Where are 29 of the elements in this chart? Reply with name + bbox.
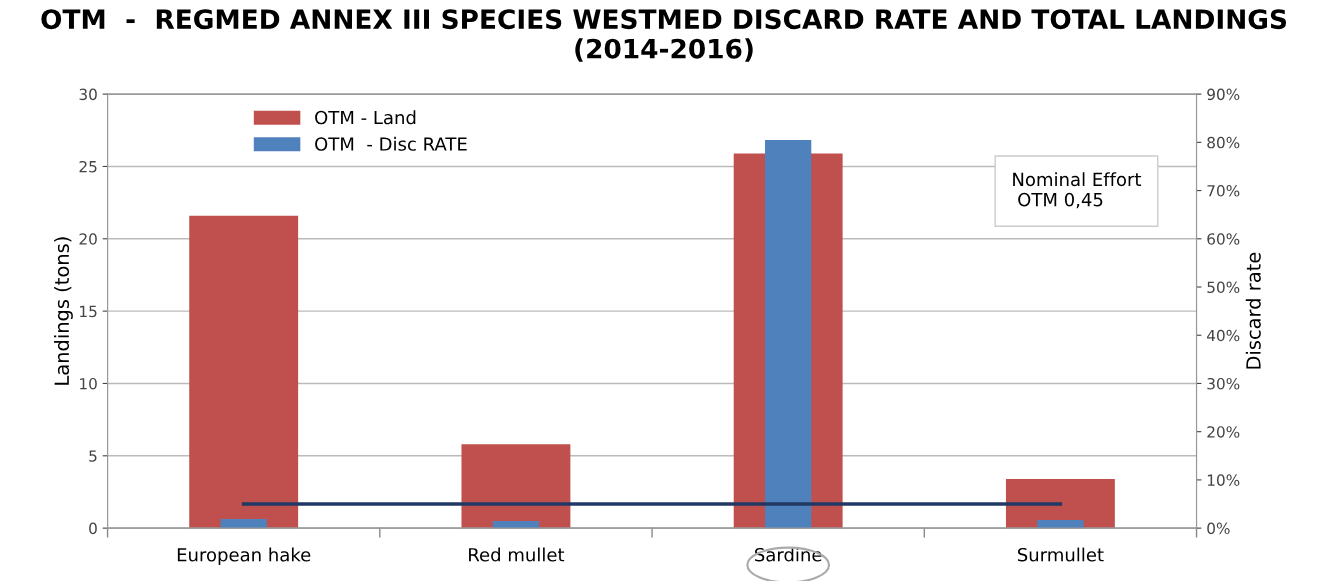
y-tick-label: 30	[79, 88, 97, 101]
x-tick-label: Surmullet	[1017, 547, 1104, 562]
y2-tick-label: 80%	[1207, 136, 1240, 149]
y2-tick-label: 50%	[1207, 281, 1240, 294]
x-tick-label: Sardine	[755, 547, 822, 562]
y2-tick-label: 40%	[1207, 329, 1240, 342]
bar	[189, 215, 299, 529]
y-tick-label: 0	[89, 522, 97, 535]
y-tick-label: 20	[79, 233, 97, 245]
y2-tick-label: 10%	[1207, 474, 1240, 486]
legend-label: OTM - Disc RATE	[315, 136, 467, 151]
bar	[461, 444, 571, 529]
chart-title: OTM - REGMED ANNEX III SPECIES WESTMED DISCARD RATE AND TOTAL LANDINGS (2014-2016)	[41, 9, 1287, 62]
x-tick-label: Red mullet	[469, 547, 565, 562]
y-tick-label: 5	[89, 450, 97, 462]
y-axis-title: Landings (tons)	[54, 237, 73, 385]
x-tick-label: European hake	[177, 547, 311, 566]
y2-tick-label: 70%	[1207, 185, 1240, 197]
y2-axis-title: Discard rate	[1245, 252, 1261, 369]
y2-tick-label: 90%	[1207, 88, 1240, 101]
y2-tick-label: 0%	[1207, 522, 1230, 535]
y2-tick-label: 30%	[1207, 377, 1240, 390]
y-tick-label: 10	[80, 377, 97, 390]
y-tick-label: 15	[80, 305, 97, 318]
annotation: Nominal Effort OTM 0,45	[1013, 172, 1142, 209]
y-tick-label: 25	[79, 160, 97, 173]
legend-label: OTM - Land	[315, 110, 416, 125]
y2-tick-label: 60%	[1207, 233, 1240, 245]
y2-tick-label: 20%	[1207, 426, 1240, 438]
